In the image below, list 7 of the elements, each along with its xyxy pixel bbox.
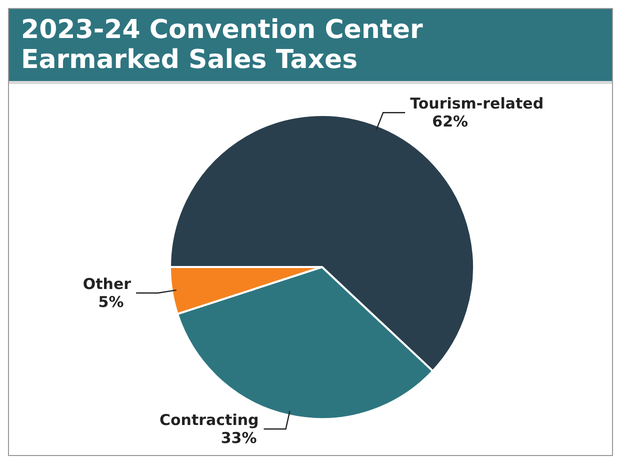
chart-title: 2023-24 Convention Center Earmarked Sales Taxes	[21, 15, 424, 75]
slice-label: Other	[82, 274, 132, 293]
data-label: 5%	[98, 292, 124, 311]
data-label: 62%	[432, 112, 468, 131]
data-label: 33%	[220, 429, 257, 447]
slice-label: Tourism-related	[410, 94, 544, 113]
slice-label: Contracting	[159, 411, 259, 429]
